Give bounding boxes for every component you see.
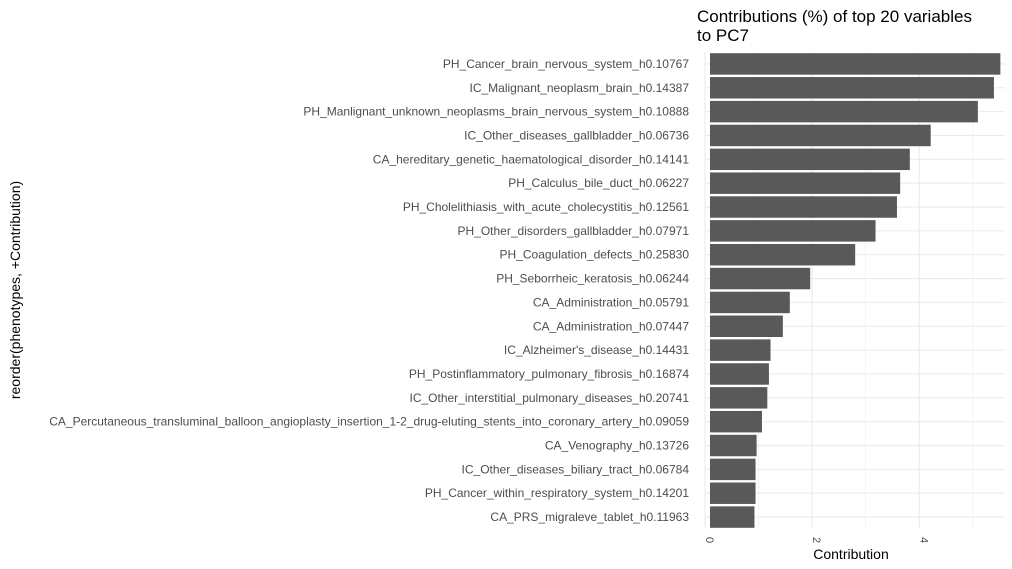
x-axis-title: Contribution bbox=[813, 546, 889, 562]
x-tick-label: 0 bbox=[703, 537, 715, 543]
bar bbox=[710, 124, 931, 147]
category-label: PH_Cholelithiasis_with_acute_cholecystit… bbox=[403, 200, 689, 214]
bar bbox=[710, 196, 897, 218]
category-label: PH_Manlignant_unknown_neoplasms_brain_ne… bbox=[303, 105, 689, 119]
x-tick-labels: 0 2 4 bbox=[703, 537, 929, 543]
y-axis-title: reorder(phenotypes, +Contribution) bbox=[7, 181, 23, 399]
bar bbox=[710, 410, 762, 433]
category-label: PH_Other_disorders_gallbladder_h0.07971 bbox=[458, 224, 690, 238]
category-label: PH_Calculus_bile_duct_h0.06227 bbox=[508, 176, 689, 190]
bar bbox=[710, 148, 910, 171]
category-label: IC_Alzheimer's_disease_h0.14431 bbox=[504, 343, 689, 357]
category-label: CA_Percutaneous_transluminal_balloon_ang… bbox=[49, 415, 689, 429]
x-tick-label: 2 bbox=[810, 537, 822, 543]
bar bbox=[710, 220, 876, 242]
category-label: IC_Other_diseases_gallbladder_h0.06736 bbox=[464, 128, 689, 142]
bar bbox=[710, 291, 790, 314]
category-labels: PH_Cancer_brain_nervous_system_h0.10767 I… bbox=[49, 57, 689, 524]
bar bbox=[710, 482, 756, 504]
category-label: CA_Administration_h0.05791 bbox=[533, 295, 689, 309]
category-label: PH_Cancer_brain_nervous_system_h0.10767 bbox=[443, 57, 689, 71]
bar bbox=[710, 267, 811, 290]
chart-title-line-1: Contributions (%) of top 20 variables bbox=[697, 7, 972, 26]
bar bbox=[710, 100, 978, 123]
bar bbox=[710, 506, 755, 528]
grid-layer bbox=[704, 52, 1005, 529]
category-label: CA_Venography_h0.13726 bbox=[545, 439, 689, 453]
bar bbox=[710, 172, 901, 194]
category-label: IC_Malignant_neoplasm_brain_h0.14387 bbox=[470, 81, 690, 95]
bar bbox=[710, 243, 856, 266]
category-label: IC_Other_interstitial_pulmonary_diseases… bbox=[409, 391, 689, 405]
bars-layer bbox=[710, 53, 1001, 528]
category-label: PH_Seborrheic_keratosis_h0.06244 bbox=[496, 272, 689, 286]
category-label: CA_PRS_migraleve_tablet_h0.11963 bbox=[490, 510, 689, 524]
bar bbox=[710, 53, 1001, 75]
category-label: CA_Administration_h0.07447 bbox=[533, 319, 689, 333]
category-label: PH_Postinflammatory_pulmonary_fibrosis_h… bbox=[409, 367, 689, 381]
bar bbox=[710, 315, 783, 338]
bar bbox=[710, 339, 771, 361]
x-tick-label: 4 bbox=[917, 537, 929, 543]
chart-title-line-2: to PC7 bbox=[697, 26, 749, 45]
bar bbox=[710, 434, 757, 457]
bar bbox=[710, 387, 768, 409]
category-label: IC_Other_diseases_biliary_tract_h0.06784 bbox=[462, 462, 690, 476]
category-label: CA_hereditary_genetic_haematological_dis… bbox=[373, 152, 690, 166]
category-label: PH_Cancer_within_respiratory_system_h0.1… bbox=[425, 486, 689, 500]
bar bbox=[710, 77, 994, 99]
category-label: PH_Coagulation_defects_h0.25830 bbox=[500, 248, 690, 262]
bar bbox=[710, 363, 769, 385]
bar bbox=[710, 458, 756, 481]
